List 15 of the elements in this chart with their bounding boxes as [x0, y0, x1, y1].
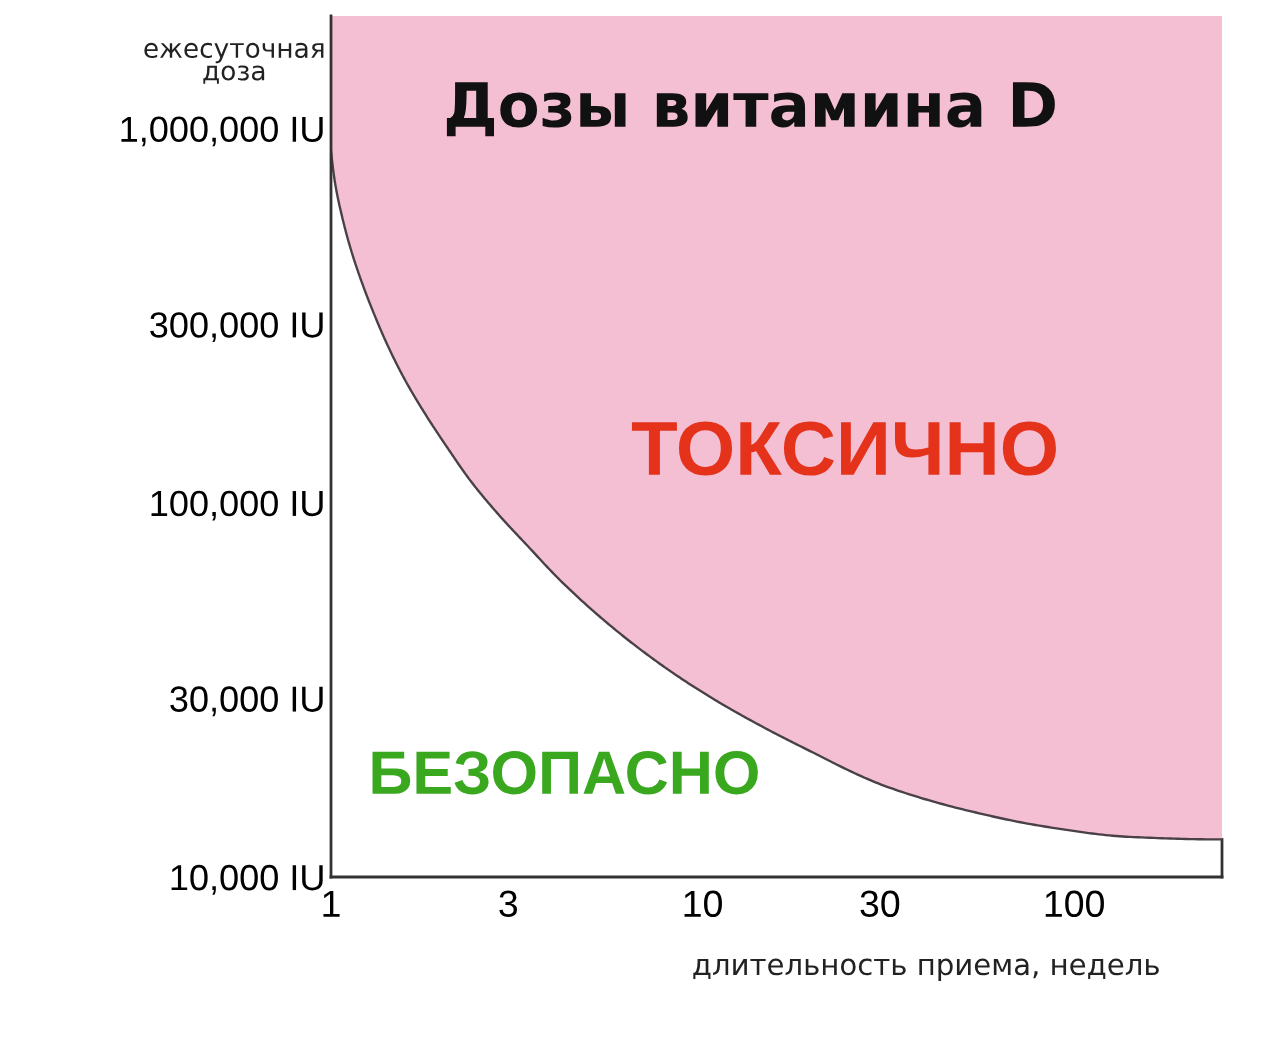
y-tick-label: 10,000 IU	[171, 864, 323, 895]
x-tick-label: 3	[499, 890, 518, 918]
text: Дозы витамина D	[446, 82, 1055, 137]
y-tick-label: 30,000 IU	[170, 686, 323, 717]
x-tick-label: 30	[860, 890, 900, 918]
annotation: БЕЗОПАСНО	[372, 751, 758, 795]
annotation: ТОКСИЧНО	[631, 421, 1056, 476]
y-tick-label: 1,000,000 IU	[121, 116, 323, 147]
y-tick-label: 100,000 IU	[151, 490, 323, 521]
x-tick-label: 1	[323, 890, 340, 917]
x-axis-title: длительность приема, недель	[693, 958, 1159, 981]
x-tick-label: 10	[684, 890, 722, 918]
y-axis-title: ежесуточная доза	[144, 42, 324, 84]
y-tick-label: 300,000 IU	[150, 312, 323, 342]
x-tick-label: 100	[1045, 890, 1104, 918]
